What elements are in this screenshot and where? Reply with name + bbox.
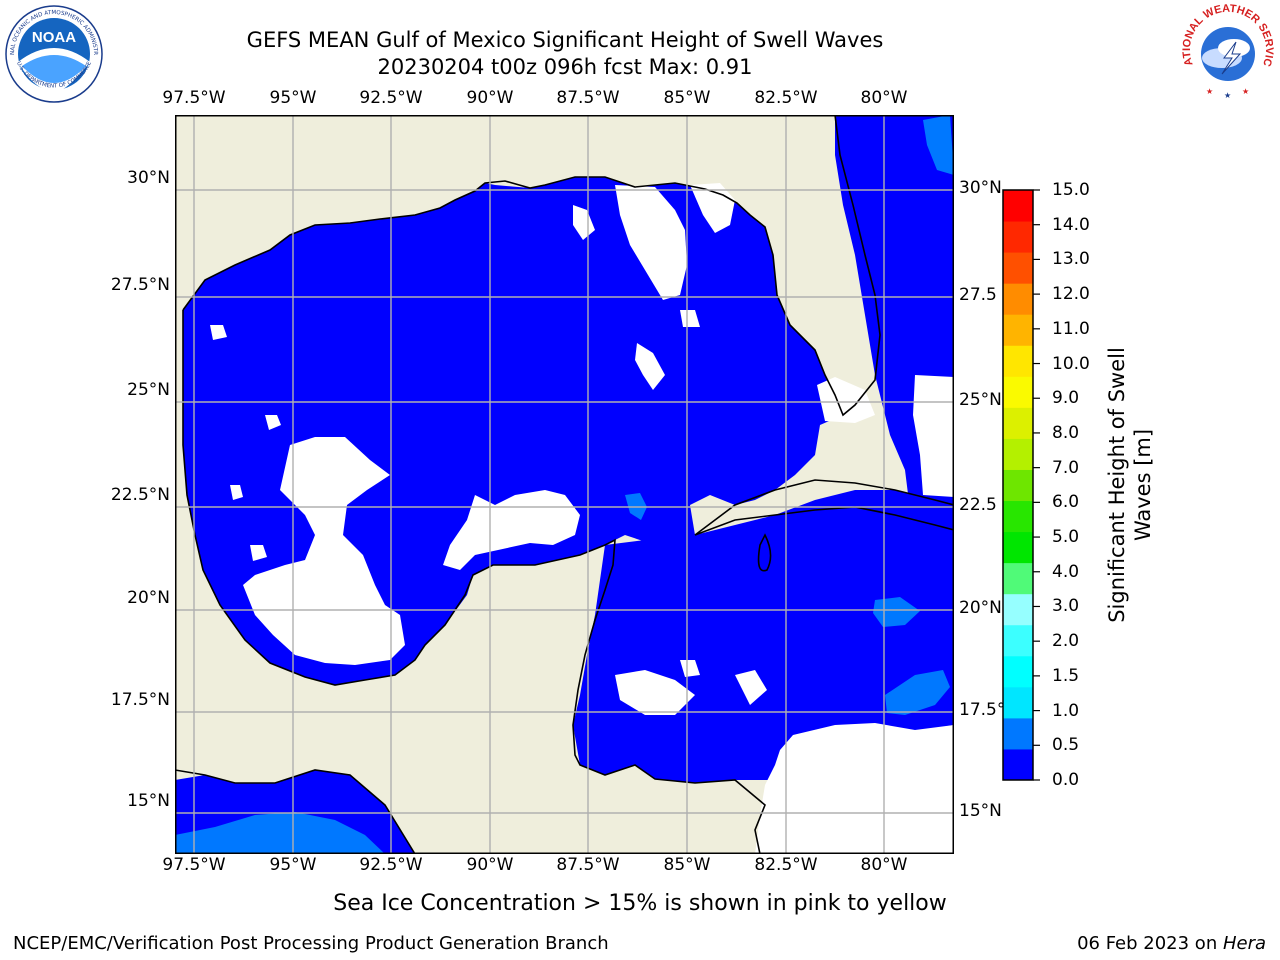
colorbar (1002, 189, 1040, 781)
colorbar-swatch (1003, 221, 1033, 253)
lon-tick-top: 85°W (663, 88, 711, 108)
map-frame (175, 115, 954, 854)
colorbar-label: 0.5 (1052, 735, 1080, 756)
colorbar-title: Significant Height of Swell Waves [m] (1104, 347, 1156, 623)
lon-tick-bottom: 90°W (466, 855, 514, 875)
lat-tick-left: 17.5°N (110, 690, 170, 710)
colorbar-swatch (1003, 345, 1033, 377)
lat-tick-left: 25°N (127, 380, 170, 400)
lon-tick-top: 82.5°W (754, 88, 818, 108)
colorbar-label: 14.0 (1052, 214, 1090, 235)
map-plot (175, 115, 954, 854)
chart-subtitle: 20230204 t00z 096h fcst Max: 0.91 (377, 55, 753, 79)
colorbar-label: 9.0 (1052, 388, 1080, 409)
colorbar-label: 13.0 (1052, 249, 1090, 270)
lon-tick-top: 80°W (860, 88, 908, 108)
sea-ice-note: Sea Ice Concentration > 15% is shown in … (0, 891, 1280, 916)
nws-logo: NATIONAL WEATHER SERVICE ★ ★ ★ (1178, 2, 1275, 100)
colorbar-swatch (1003, 469, 1033, 502)
lon-tick-bottom: 85°W (663, 855, 711, 875)
pacific-swell-low (175, 812, 385, 854)
chart-title: GEFS MEAN Gulf of Mexico Significant Hei… (246, 28, 884, 52)
lat-tick-right: 25°N (959, 390, 1002, 410)
colorbar-label: 8.0 (1052, 422, 1080, 443)
lat-tick-left: 20°N (127, 588, 170, 608)
lat-tick-left: 22.5°N (110, 485, 170, 505)
colorbar-label: 1.5 (1052, 665, 1080, 686)
colorbar-title-line1: Significant Height of Swell (1105, 347, 1129, 623)
colorbar-label: 0.0 (1052, 770, 1080, 790)
colorbar-label: 10.0 (1052, 353, 1090, 374)
colorbar-swatch (1003, 438, 1033, 470)
lon-tick-bottom: 97.5°W (162, 855, 226, 875)
lon-tick-top: 90°W (466, 88, 514, 108)
noaa-logo: NOAA NATIONAL OCEANIC AND ATMOSPHERIC AD… (4, 4, 103, 103)
noaa-logo-text: NOAA (32, 29, 76, 46)
colorbar-label: 15.0 (1052, 180, 1090, 200)
lon-tick-bottom: 80°W (860, 855, 908, 875)
svg-text:★: ★ (1206, 87, 1213, 96)
lat-tick-left: 27.5°N (110, 275, 170, 295)
colorbar-frame (1002, 189, 1034, 781)
colorbar-label: 4.0 (1052, 561, 1080, 582)
lat-tick-left: 30°N (127, 168, 170, 188)
graticule (175, 115, 954, 854)
colorbar-swatch (1003, 686, 1033, 719)
colorbar-label: 5.0 (1052, 527, 1080, 548)
colorbar-swatch (1003, 252, 1033, 284)
colorbar-swatch (1003, 500, 1033, 533)
lon-tick-top: 97.5°W (162, 88, 226, 108)
lat-tick-right: 15°N (959, 801, 1002, 821)
colorbar-swatch (1003, 593, 1033, 626)
colorbar-swatch (1003, 283, 1033, 315)
colorbar-swatch (1003, 314, 1033, 346)
colorbar-title-line2: Waves [m] (1131, 428, 1155, 542)
colorbar-label: 11.0 (1052, 318, 1090, 339)
colorbar-swatch (1003, 717, 1033, 750)
sea-ice-note-text: Sea Ice Concentration > 15% is shown in … (333, 891, 947, 916)
colorbar-swatch (1003, 376, 1033, 408)
footer-date: 06 Feb 2023 on Hera (1077, 933, 1266, 954)
colorbar-label: 3.0 (1052, 596, 1080, 617)
lon-tick-top: 92.5°W (359, 88, 423, 108)
colorbar-label: 12.0 (1052, 284, 1090, 305)
lon-tick-bottom: 95°W (269, 855, 317, 875)
lat-tick-left: 15°N (127, 791, 170, 811)
lon-tick-bottom: 87.5°W (556, 855, 620, 875)
footer-date-text: 06 Feb 2023 on (1077, 933, 1223, 954)
lat-tick-right: 22.5 (959, 495, 997, 515)
svg-text:★: ★ (1242, 87, 1249, 96)
colorbar-swatch (1003, 748, 1033, 781)
footer-credit: NCEP/EMC/Verification Post Processing Pr… (13, 933, 609, 954)
colorbar-label: 7.0 (1052, 457, 1080, 478)
lon-tick-top: 87.5°W (556, 88, 620, 108)
no-data-regions (210, 183, 954, 854)
colorbar-swatch (1003, 531, 1033, 564)
colorbar-swatch (1003, 624, 1033, 657)
lon-tick-top: 95°W (269, 88, 317, 108)
lat-tick-right: 27.5 (959, 285, 997, 305)
colorbar-label: 1.0 (1052, 700, 1080, 721)
svg-text:★: ★ (1224, 91, 1231, 100)
colorbar-label: 2.0 (1052, 631, 1080, 652)
colorbar-swatch (1003, 655, 1033, 688)
lat-tick-right: 30°N (959, 178, 1002, 198)
footer-host: Hera (1222, 933, 1266, 954)
lon-tick-bottom: 92.5°W (359, 855, 423, 875)
lat-tick-right: 20°N (959, 598, 1002, 618)
coastlines (175, 115, 954, 854)
low-swell-patches (625, 115, 954, 715)
colorbar-swatch (1003, 407, 1033, 439)
colorbar-label: 6.0 (1052, 492, 1080, 513)
colorbar-swatch (1003, 190, 1033, 222)
lon-tick-bottom: 82.5°W (754, 855, 818, 875)
colorbar-swatch (1003, 562, 1033, 595)
